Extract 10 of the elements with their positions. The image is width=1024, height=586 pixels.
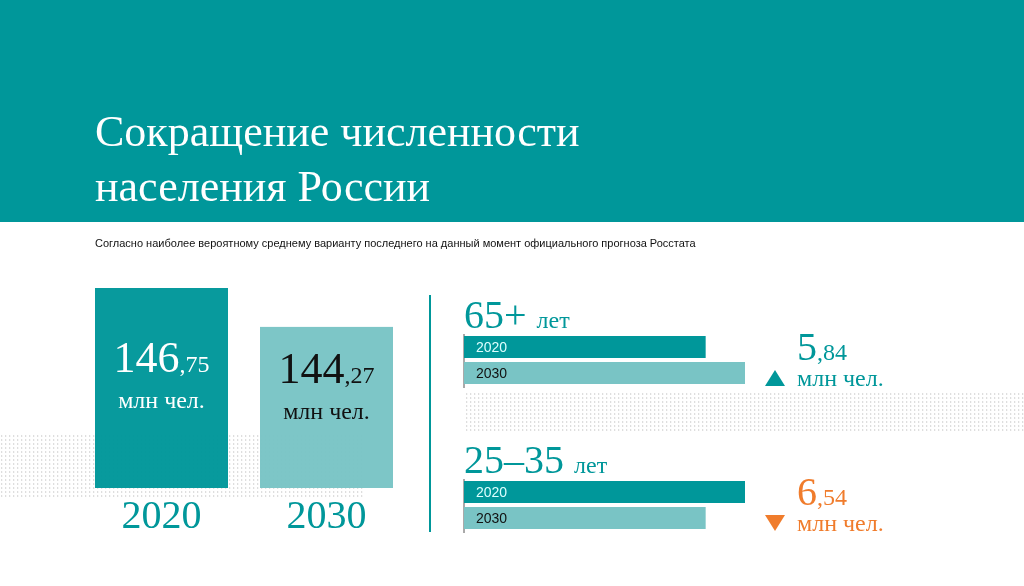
- y-tick-label: 2020: [476, 339, 508, 355]
- y-tick-label: 2030: [476, 365, 508, 381]
- text: 6,54 млн чел.: [797, 469, 884, 536]
- data-label: 146,75 млн чел.: [113, 333, 210, 413]
- data-label: 144,27 млн чел.: [278, 343, 375, 424]
- text: 5,84 млн чел.: [797, 324, 884, 391]
- chart-title: Сокращение численности населения России: [95, 107, 580, 211]
- chart-subtitle: Согласно наиболее вероятному среднему варианту последнего на данный момент официального прогноза Росстата: [95, 237, 697, 249]
- chart-title: 25–35 лет: [464, 437, 608, 482]
- chart-title: 65+ лет: [464, 292, 571, 337]
